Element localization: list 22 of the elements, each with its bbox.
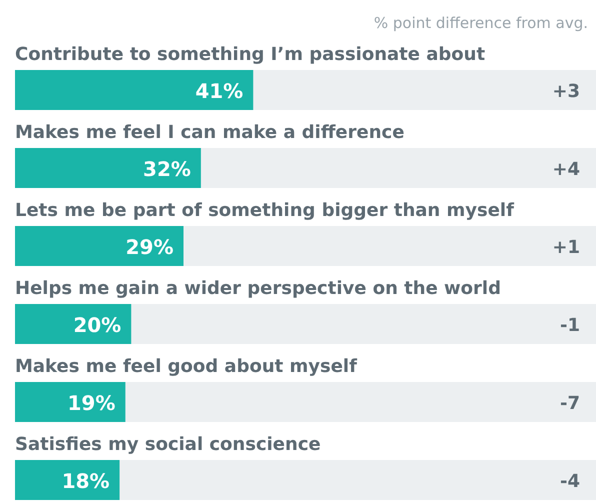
y-tick-label: Helps me gain a wider perspective on the world [15, 278, 501, 299]
annotation: +4 [552, 159, 580, 180]
data-label: 19% [68, 391, 116, 415]
annotation: -4 [560, 471, 580, 492]
y-tick-label: Contribute to something I’m passionate about [15, 44, 486, 65]
annotation: +3 [552, 81, 580, 102]
data-label: 41% [195, 79, 244, 103]
bar [15, 460, 120, 500]
annotation: -7 [560, 393, 580, 414]
y-tick-label: Satisfies my social conscience [15, 434, 321, 455]
y-tick-label: Makes me feel I can make a difference [15, 122, 404, 143]
data-label: 18% [62, 469, 110, 493]
data-label: 20% [73, 313, 122, 337]
bar [15, 304, 132, 344]
data-label: 32% [143, 157, 191, 181]
data-label: 29% [126, 235, 174, 259]
y-tick-label: Lets me be part of something bigger than myself [15, 200, 514, 221]
y-tick-label: Makes me feel good about myself [15, 356, 358, 377]
annotation: -1 [560, 315, 580, 336]
bar [15, 382, 126, 422]
annotation: % point difference from avg. [374, 14, 588, 32]
annotation: +1 [552, 237, 580, 258]
